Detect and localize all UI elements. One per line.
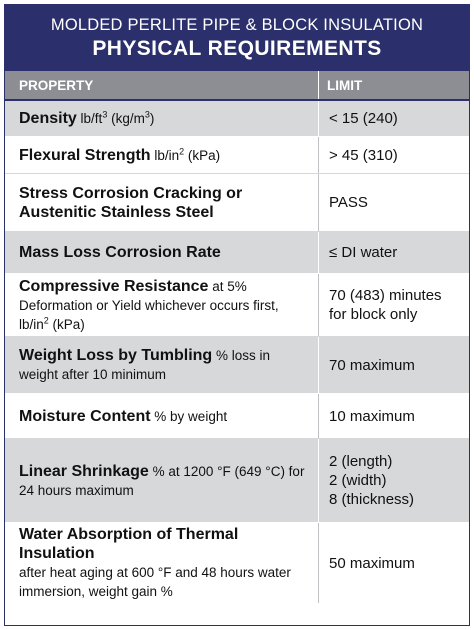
limit-cell: < 15 (240): [319, 101, 469, 136]
property-cell: Stress Corrosion Cracking or Austenitic …: [5, 174, 319, 231]
limit-cell: ≤ DI water: [319, 232, 469, 273]
property-text: Moisture Content % by weight: [19, 407, 310, 426]
header-limit: LIMIT: [327, 77, 363, 93]
property-desc: after heat aging at 600 °F and 48 hours …: [19, 565, 291, 599]
superscript: 2: [43, 315, 49, 325]
superscript: 3: [102, 109, 108, 120]
limit-value: PASS: [329, 194, 368, 211]
property-name: Compressive Resistance: [19, 277, 209, 295]
limit-cell: 70 maximum: [319, 337, 469, 393]
limit-value: < 15 (240): [329, 110, 398, 127]
property-text: Linear Shrinkage % at 1200 °F (649 °C) f…: [19, 462, 310, 500]
property-desc: (kPa): [184, 147, 221, 163]
property-cell: Moisture Content % by weight: [5, 394, 319, 438]
property-desc: % at 1200 °F (649 °C) for 24 hours maxim…: [19, 463, 305, 498]
property-desc: (kPa): [48, 316, 85, 332]
property-desc: % by weight: [150, 408, 228, 424]
superscript: 2: [179, 146, 185, 156]
limit-cell: 2 (length) 2 (width) 8 (thickness): [319, 439, 469, 522]
property-cell: Water Absorption of Thermal Insulation a…: [5, 523, 319, 603]
table-row-compressive-resistance: Compressive Resistance at 5% Deformation…: [5, 274, 469, 337]
table-row-weight-loss: Weight Loss by Tumbling % loss in weight…: [5, 337, 469, 394]
limit-cell: > 45 (310): [319, 137, 469, 173]
property-desc: % loss in weight after 10 minimum: [19, 348, 270, 382]
property-name: Density: [19, 110, 77, 127]
property-name: Mass Loss Corrosion Rate: [19, 244, 221, 261]
property-desc: lb/ft: [76, 111, 103, 126]
title-line-2: PHYSICAL REQUIREMENTS: [92, 37, 382, 60]
property-desc: ): [149, 111, 155, 126]
limit-cell: 50 maximum: [319, 523, 469, 603]
property-cell: Flexural Strength lb/in2 (kPa): [5, 137, 319, 173]
property-text: Weight Loss by Tumbling % loss in weight…: [19, 346, 310, 384]
limit-value: ≤ DI water: [329, 244, 398, 261]
property-cell: Compressive Resistance at 5% Deformation…: [5, 274, 319, 336]
header-property: PROPERTY: [5, 71, 319, 99]
property-name: Flexural Strength: [19, 146, 151, 164]
table-row-linear-shrinkage: Linear Shrinkage % at 1200 °F (649 °C) f…: [5, 439, 469, 523]
table-title: MOLDED PERLITE PIPE & BLOCK INSULATION P…: [5, 5, 469, 71]
limit-cell: 70 (483) minutes for block only: [319, 274, 469, 336]
property-name: Moisture Content: [19, 407, 151, 425]
table-row-flexural-strength: Flexural Strength lb/in2 (kPa) > 45 (310…: [5, 137, 469, 174]
table-row-moisture-content: Moisture Content % by weight 10 maximum: [5, 394, 469, 439]
property-desc: at 5% Deformation or Yield whichever occ…: [19, 278, 279, 332]
limit-value: 70 maximum: [329, 356, 415, 374]
property-cell: Mass Loss Corrosion Rate: [5, 232, 319, 273]
property-cell: Linear Shrinkage % at 1200 °F (649 °C) f…: [5, 439, 319, 522]
table-row-mass-loss: Mass Loss Corrosion Rate ≤ DI water: [5, 232, 469, 274]
property-cell: Weight Loss by Tumbling % loss in weight…: [5, 337, 319, 393]
table-row-water-absorption: Water Absorption of Thermal Insulation a…: [5, 523, 469, 603]
limit-value: > 45 (310): [329, 146, 398, 164]
requirements-table: MOLDED PERLITE PIPE & BLOCK INSULATION P…: [4, 4, 470, 626]
property-desc: lb/in: [150, 147, 180, 163]
limit-value: 8 (thickness): [329, 491, 415, 508]
property-cell: Density lb/ft3 (kg/m3): [5, 101, 319, 136]
limit-value: 2 (length): [329, 453, 393, 470]
title-line-1: MOLDED PERLITE PIPE & BLOCK INSULATION: [50, 16, 424, 34]
property-desc: (kg/m: [107, 111, 145, 126]
property-name: Weight Loss by Tumbling: [19, 347, 213, 364]
property-text: Density lb/ft3 (kg/m3): [19, 109, 310, 128]
limit-cell: 10 maximum: [319, 394, 469, 438]
limit-value: for block only: [329, 306, 418, 323]
limit-value: 2 (width): [329, 472, 387, 489]
limit-value: 10 maximum: [329, 407, 415, 425]
table-row-stress-corrosion: Stress Corrosion Cracking or Austenitic …: [5, 174, 469, 232]
table-row-density: Density lb/ft3 (kg/m3) < 15 (240): [5, 101, 469, 137]
property-name: Stress Corrosion Cracking or Austenitic …: [19, 184, 243, 221]
table-header: PROPERTY LIMIT: [5, 71, 469, 101]
superscript: 3: [144, 109, 150, 120]
property-text: Compressive Resistance at 5% Deformation…: [19, 277, 310, 334]
limit-value: 70 (483) minutes: [329, 287, 442, 304]
property-text: Flexural Strength lb/in2 (kPa): [19, 146, 310, 165]
property-name: Water Absorption of Thermal Insulation: [19, 526, 239, 562]
limit-value: 50 maximum: [329, 554, 415, 572]
limit-cell: PASS: [319, 174, 469, 231]
property-name: Linear Shrinkage: [19, 462, 149, 480]
